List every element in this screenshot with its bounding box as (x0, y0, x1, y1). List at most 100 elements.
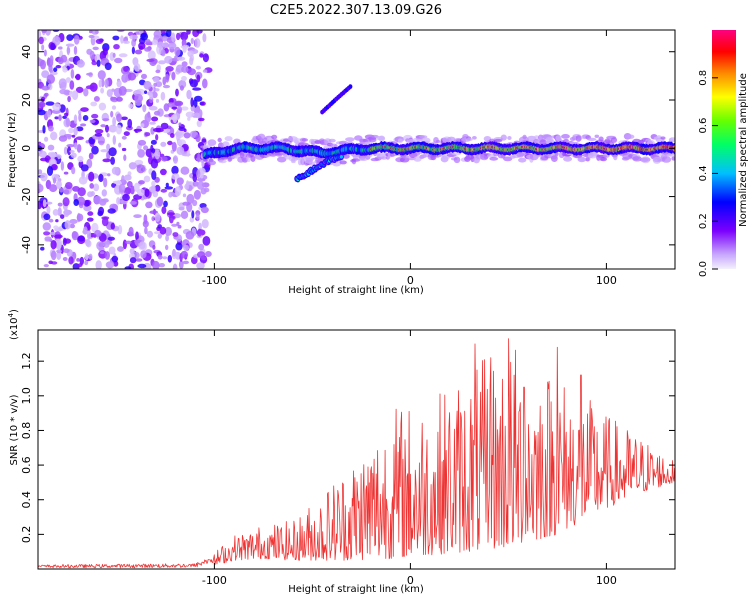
noise-blob (176, 32, 181, 41)
noise-blob (73, 126, 78, 136)
trace-halo-blob (632, 156, 643, 162)
noise-blob (193, 189, 201, 200)
noise-blob (40, 59, 46, 70)
noise-blob (63, 248, 70, 253)
noise-blob (174, 186, 182, 197)
noise-blob (67, 95, 71, 103)
trace-halo-blob (561, 134, 570, 139)
noise-blob (116, 113, 122, 122)
noise-blob (98, 102, 107, 111)
noise-blob (148, 105, 158, 111)
x-tick-label: 0 (407, 574, 414, 587)
trace-halo-blob (301, 138, 308, 142)
trace-halo-blob (577, 136, 582, 141)
figure-title: C2E5.2022.307.13.09.G26 (270, 3, 442, 18)
noise-blob (128, 226, 134, 237)
noise-blob (50, 240, 57, 250)
noise-blob (100, 149, 108, 153)
noise-blob (50, 131, 58, 141)
noise-blob (149, 93, 154, 100)
noise-blob (87, 211, 94, 216)
noise-blob (65, 117, 70, 127)
noise-blob (112, 135, 117, 145)
noise-blob (152, 244, 156, 250)
noise-blob (52, 209, 59, 216)
noise-blob (116, 197, 121, 205)
noise-blob (74, 74, 81, 80)
noise-blob (172, 232, 179, 237)
spectrogram-frame (37, 29, 676, 270)
noise-blob (167, 140, 173, 146)
noise-blob (145, 148, 154, 158)
noise-blob (112, 180, 122, 184)
noise-blob (38, 30, 42, 38)
noise-blob (71, 166, 76, 175)
noise-blob (73, 45, 78, 55)
noise-blob (180, 106, 189, 111)
x-tick-label: -100 (202, 574, 227, 587)
noise-blob (200, 256, 207, 261)
lower-branch-core (339, 155, 343, 159)
noise-blob (87, 217, 94, 222)
noise-blob (69, 150, 75, 153)
noise-blob (181, 61, 188, 67)
noise-blob (76, 258, 80, 262)
noise-blob (77, 263, 83, 268)
noise-blob (45, 101, 55, 106)
noise-blob (62, 197, 70, 207)
noise-blob (156, 41, 165, 49)
noise-blob (138, 45, 143, 50)
noise-blob (179, 85, 184, 91)
noise-blob (89, 183, 94, 189)
noise-blob (62, 237, 67, 246)
noise-blob (150, 139, 157, 145)
trace-halo-blob (207, 160, 216, 166)
noise-blob (44, 136, 49, 142)
noise-blob (196, 120, 202, 128)
noise-blob (160, 188, 168, 193)
noise-blob (135, 258, 143, 262)
noise-blob (56, 180, 62, 190)
noise-blob (97, 136, 105, 146)
noise-blob (200, 169, 204, 179)
noise-blob (195, 65, 202, 70)
noise-blob (177, 224, 182, 229)
noise-blob (152, 190, 159, 198)
noise-blob (80, 107, 89, 112)
noise-blob (154, 88, 160, 92)
noise-blob (72, 186, 80, 192)
noise-blob (45, 201, 53, 205)
noise-blob (101, 78, 105, 88)
noise-blob (62, 257, 68, 261)
noise-blob (85, 85, 95, 90)
noise-blob (46, 74, 55, 84)
noise-blob (165, 244, 169, 250)
trace-halo-blob (328, 138, 336, 143)
noise-blob (178, 206, 185, 211)
noise-blob (196, 30, 203, 34)
noise-blob (100, 87, 104, 94)
noise-blob (63, 209, 70, 217)
noise-blob (99, 251, 105, 255)
noise-blob (121, 73, 129, 83)
noise-blob (152, 77, 160, 83)
trace-halo-blob (489, 156, 499, 161)
noise-blob (91, 113, 99, 119)
colorbar-scale (712, 30, 736, 269)
colorbar-tick-label: 0.8 (698, 70, 709, 86)
noise-blob (60, 81, 67, 90)
noise-blob (145, 201, 153, 209)
y-tick-label: 0.4 (20, 491, 33, 509)
noise-blob (167, 254, 172, 263)
noise-blob (123, 66, 129, 72)
trace-halo-blob (600, 157, 607, 162)
colorbar-tick-label: 0.0 (698, 261, 709, 277)
noise-blob (171, 173, 180, 180)
noise-blob (140, 32, 149, 41)
noise-blob (154, 149, 160, 160)
noise-blob (201, 219, 209, 229)
noise-blob (54, 116, 59, 120)
noise-blob (62, 67, 68, 73)
noise-blob (165, 234, 170, 242)
noise-blob (111, 166, 119, 175)
